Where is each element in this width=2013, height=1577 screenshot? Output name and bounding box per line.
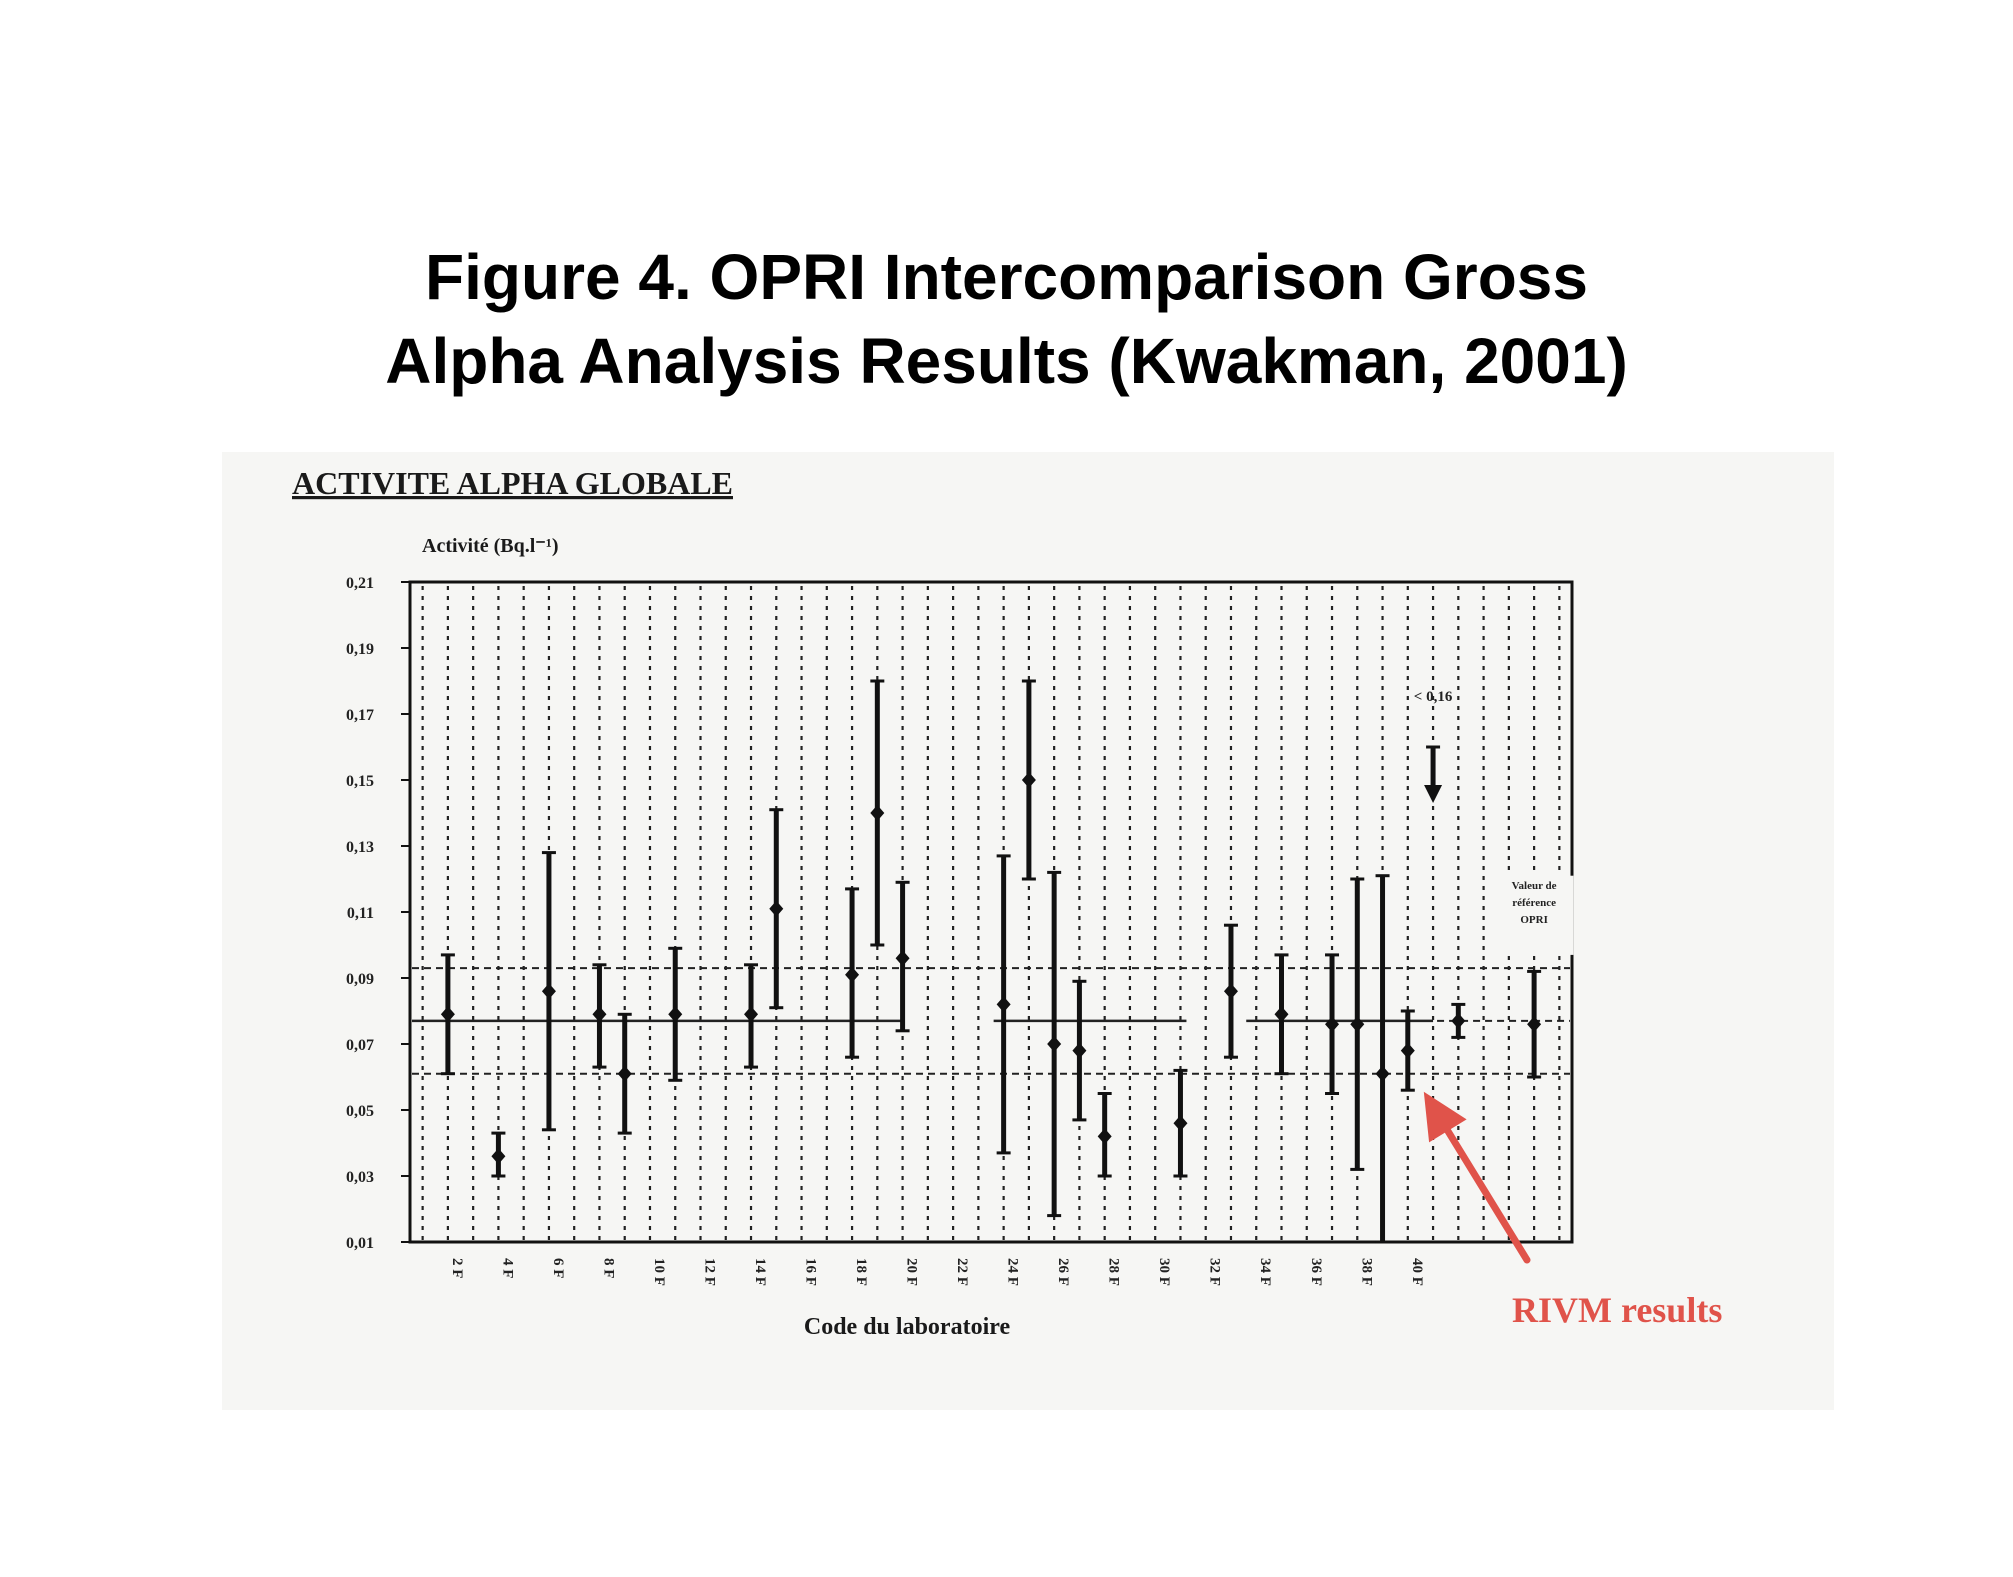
x-tick-label: 18 F [853, 1258, 869, 1286]
lab-17-point [845, 966, 860, 983]
lab-32-point [1223, 983, 1238, 1000]
x-tick-label: 10 F [651, 1258, 667, 1286]
lab-1-point [440, 1006, 455, 1023]
rivm-results-label: RIVM results [1512, 1290, 1722, 1330]
lab-41-point [1451, 1012, 1466, 1029]
reference-label-line: OPRI [1520, 914, 1548, 926]
y-tick-label: 0,07 [346, 1037, 374, 1054]
slide-title-line-2: Alpha Analysis Results (Kwakman, 2001) [385, 325, 1628, 397]
reference-label-line: référence [1512, 897, 1556, 909]
x-tick-label: 14 F [752, 1258, 768, 1286]
x-axis-label: Code du laboratoire [804, 1314, 1011, 1340]
y-tick-label: 0,11 [347, 905, 374, 922]
lab-10-point [668, 1006, 683, 1023]
y-tick-label: 0,21 [346, 575, 374, 592]
x-tick-label: 38 F [1358, 1258, 1374, 1286]
y-tick-label: 0,01 [346, 1235, 374, 1252]
x-tick-label: 22 F [954, 1258, 970, 1286]
chart-title: ACTIVITE ALPHA GLOBALE [292, 465, 733, 501]
y-tick-label: 0,19 [346, 641, 374, 658]
lab-36-point [1325, 1016, 1340, 1033]
plot-layer: 0,21 0,19 0,17 0,15 0,13 0,11 0,09 0,07 0,05 0,03… [346, 575, 1574, 1286]
y-tick-label: 0,15 [346, 773, 374, 790]
x-tick-label: 30 F [1156, 1258, 1172, 1286]
lab-26-point [1072, 1042, 1087, 1059]
rivm-arrow [1423, 1091, 1531, 1264]
lab-14-point [769, 900, 784, 917]
reference-label-box [1494, 875, 1574, 955]
lab-30-point [1173, 1115, 1188, 1132]
x-tick-label: 28 F [1106, 1258, 1122, 1286]
upper-limit-arrowhead [1424, 785, 1443, 803]
x-tick-label: 36 F [1308, 1258, 1324, 1286]
lab-24-point [1021, 772, 1036, 788]
x-tick-label: 20 F [904, 1258, 920, 1286]
y-tick-label: 0,09 [346, 971, 374, 988]
x-tick-label: 12 F [702, 1258, 718, 1286]
y-tick-label: 0,05 [346, 1103, 374, 1120]
x-tick-label: 2 F [449, 1258, 465, 1278]
x-tick-label: 4 F [499, 1258, 515, 1278]
slide-title-line-1: Figure 4. OPRI Intercomparison Gross [425, 241, 1588, 313]
lab-23-point [996, 996, 1011, 1013]
y-axis-label: Activité (Bq.l⁻¹) [422, 535, 559, 557]
y-tick-label: 0,17 [346, 707, 374, 724]
x-tick-label: 40 F [1409, 1258, 1425, 1286]
lab-3-point [491, 1148, 506, 1165]
x-tick-label: 34 F [1257, 1258, 1273, 1286]
lab-25-point [1047, 1036, 1062, 1052]
reference-point [1527, 1016, 1542, 1033]
lab-27-point [1097, 1128, 1112, 1145]
x-tick-label: 24 F [1005, 1258, 1021, 1286]
plot-frame [408, 580, 1574, 1244]
slide-title: Figure 4. OPRI Intercomparison Gross Alp… [0, 235, 2013, 403]
lab-19-point [895, 950, 910, 967]
lab-34-point [1274, 1006, 1289, 1023]
lab-7-point [592, 1006, 607, 1023]
scanned-chart-panel: ACTIVITE ALPHA GLOBALE Activité (Bq.l⁻¹)… [222, 452, 1834, 1410]
x-tick-label: 8 F [600, 1258, 616, 1278]
x-tick-label: 26 F [1055, 1258, 1071, 1286]
lab-5-point [541, 983, 556, 1000]
lab-18-point [870, 805, 885, 821]
x-tick-label: 6 F [550, 1258, 566, 1278]
y-tick-label: 0,13 [346, 839, 374, 856]
reference-label-line: Valeur de [1512, 880, 1557, 892]
y-tick-label: 0,03 [346, 1169, 374, 1186]
rivm-arrowhead [1423, 1091, 1467, 1143]
lab-38-point [1375, 1065, 1390, 1082]
lab-39-point [1400, 1042, 1415, 1059]
lab-37-point [1350, 1016, 1365, 1033]
lab-13-point [744, 1006, 759, 1023]
chart-svg: ACTIVITE ALPHA GLOBALE Activité (Bq.l⁻¹)… [292, 465, 1722, 1340]
lab-8-point [617, 1065, 632, 1082]
upper-limit-label: < 0,16 [1414, 689, 1453, 705]
rivm-arrow-shaft [1444, 1127, 1531, 1264]
x-tick-label: 16 F [803, 1258, 819, 1286]
x-tick-label: 32 F [1207, 1258, 1223, 1286]
